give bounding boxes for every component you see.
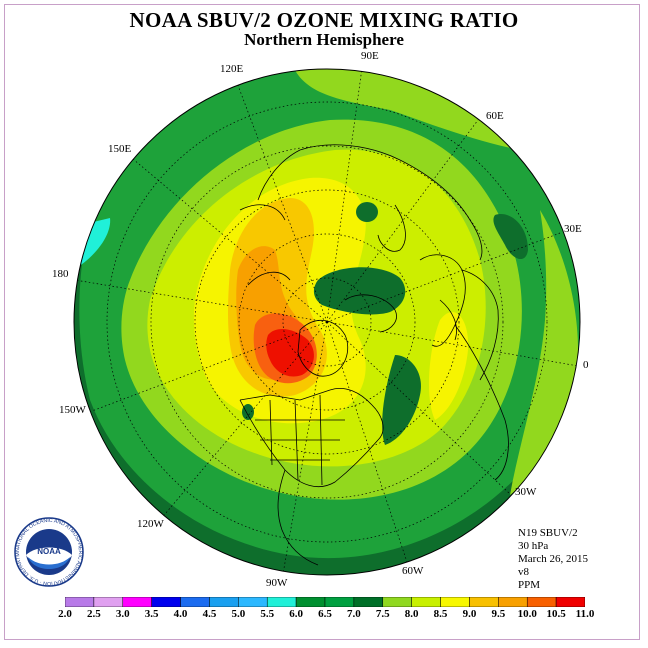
ozone-field — [74, 69, 580, 575]
colorbar-label: 7.0 — [347, 608, 361, 620]
colorbar-swatch — [180, 597, 210, 607]
colorbar-label: 8.0 — [404, 608, 419, 620]
lon-label-60w: 60W — [402, 565, 424, 577]
colorbar-swatch — [209, 597, 239, 607]
info-block: N19 SBUV/2 30 hPa March 26, 2015 v8 PPM — [518, 527, 588, 592]
info-units: PPM — [518, 579, 541, 591]
info-level: 30 hPa — [518, 540, 549, 552]
colorbar-label: 5.5 — [260, 608, 275, 620]
colorbar-label: 9.5 — [491, 608, 506, 620]
colorbar-label: 4.0 — [173, 608, 188, 620]
colorbar-label: 5.0 — [231, 608, 246, 620]
region-dark-green-east — [382, 355, 421, 445]
colorbar-label: 3.0 — [115, 608, 130, 620]
colorbar-label: 10.0 — [517, 608, 537, 620]
lon-label-30e: 30E — [564, 223, 582, 235]
colorbar-swatch — [469, 597, 499, 607]
lon-label-60e: 60E — [486, 110, 504, 122]
region-yellow-east — [428, 311, 469, 420]
lon-label-30w: 30W — [515, 486, 537, 498]
lon-label-150w: 150W — [59, 404, 86, 416]
colorbar-swatch — [440, 597, 470, 607]
logo-text: NOAA — [37, 547, 61, 556]
region-lime-outer — [290, 69, 520, 150]
colorbar-swatch — [324, 597, 355, 607]
coastlines — [239, 144, 509, 566]
map-boundary — [73, 68, 581, 576]
graticule — [74, 69, 579, 575]
colorbar-swatch — [411, 597, 441, 607]
lon-label-0: 0 — [583, 359, 589, 371]
lon-label-90w: 90W — [266, 577, 288, 589]
region-dark-green-ne — [493, 214, 528, 260]
colorbar-label: 2.0 — [58, 608, 72, 620]
map-title: NOAA SBUV/2 OZONE MIXING RATIO — [129, 8, 519, 32]
info-satellite: N19 SBUV/2 — [518, 527, 578, 539]
lon-label-120e: 120E — [220, 63, 244, 75]
colorbar-swatch — [353, 597, 384, 607]
colorbar-swatch — [93, 597, 124, 607]
colorbar-label: 7.5 — [375, 608, 390, 620]
colorbar-swatch — [555, 597, 585, 607]
colorbar — [65, 597, 585, 607]
lon-label-120w: 120W — [137, 518, 164, 530]
colorbar-swatch — [382, 597, 412, 607]
colorbar-label: 11.0 — [575, 608, 595, 620]
lon-label-150e: 150E — [108, 143, 132, 155]
colorbar-label: 10.5 — [546, 608, 566, 620]
colorbar-swatch — [498, 597, 528, 607]
colorbar-label: 9.0 — [462, 608, 477, 620]
colorbar-label: 2.5 — [87, 608, 101, 620]
colorbar-swatch — [151, 597, 181, 607]
region-red — [266, 328, 314, 377]
info-version: v8 — [518, 566, 529, 578]
colorbar-label: 6.0 — [289, 608, 303, 620]
info-date: March 26, 2015 — [518, 553, 588, 565]
colorbar-swatch — [122, 597, 152, 607]
region-dark-green-spot — [356, 202, 378, 222]
colorbar-label: 8.5 — [433, 608, 448, 620]
colorbar-swatch — [238, 597, 268, 607]
region-dark-green-spot-small — [242, 404, 254, 420]
colorbar-swatch — [526, 597, 557, 607]
map-subtitle: Northern Hemisphere — [244, 30, 404, 49]
map-frame — [4, 4, 640, 640]
colorbar-swatch — [65, 597, 95, 607]
colorbar-label: 3.5 — [144, 608, 159, 620]
colorbar-swatch — [295, 597, 326, 607]
colorbar-label: 6.5 — [318, 608, 332, 620]
lon-label-90e: 90E — [361, 50, 379, 62]
colorbar-label: 4.5 — [202, 608, 217, 620]
noaa-logo: NATIONAL OCEANIC AND ATMOSPHERIC ADMINIS… — [14, 517, 84, 587]
colorbar-swatch — [266, 597, 297, 607]
lon-label-180: 180 — [52, 268, 69, 280]
